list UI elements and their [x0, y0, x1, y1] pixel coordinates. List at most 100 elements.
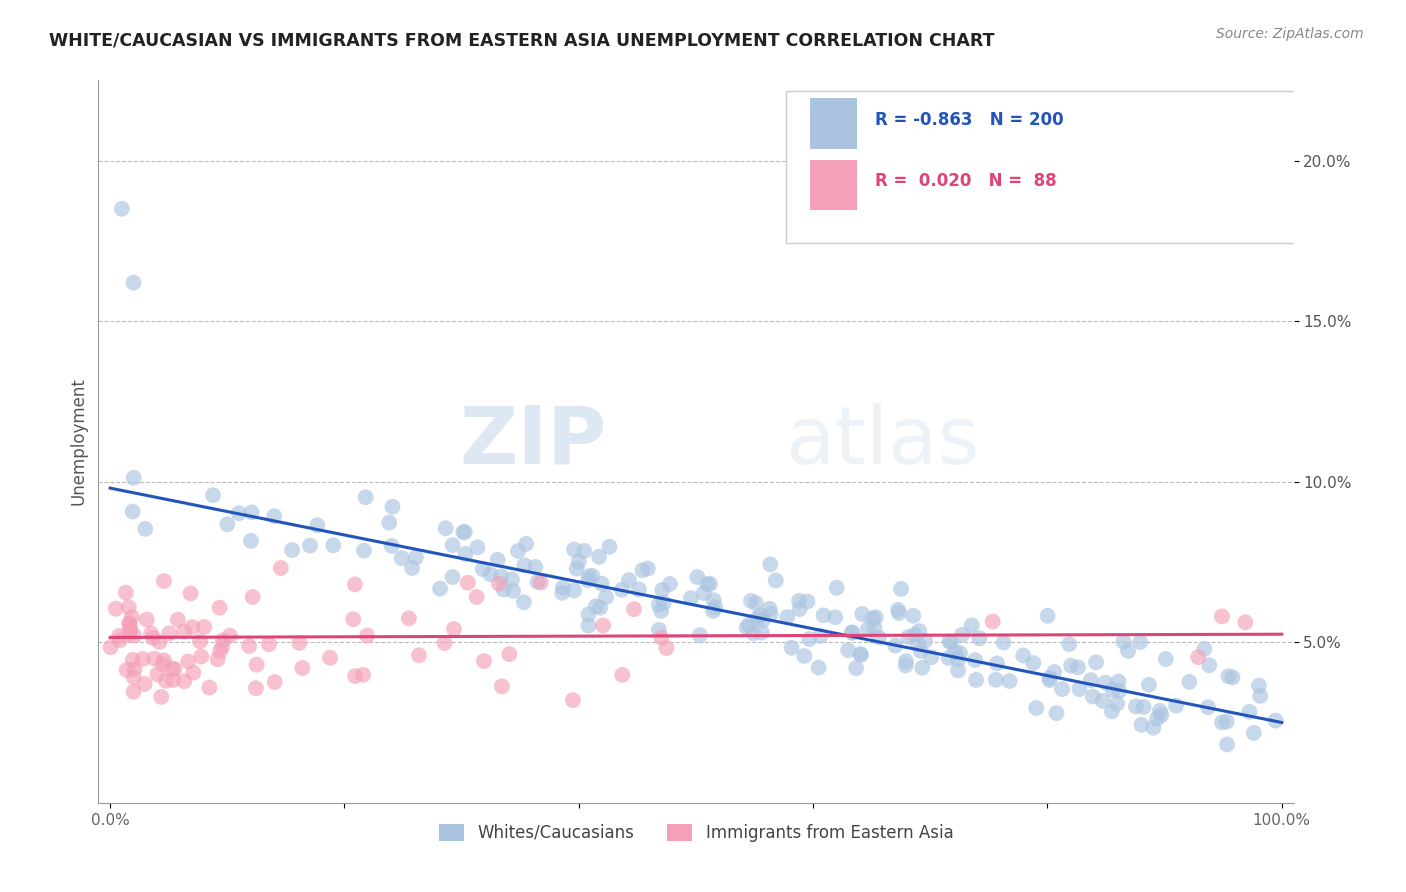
Point — [679, 591, 702, 606]
Point — [1038, 671, 1060, 685]
Point — [562, 583, 585, 598]
Point — [467, 541, 489, 555]
Point — [903, 608, 925, 623]
Point — [1080, 673, 1102, 687]
Point — [1150, 708, 1173, 723]
Point — [502, 583, 524, 598]
Point — [173, 674, 195, 689]
Point — [585, 599, 607, 614]
Point — [699, 577, 721, 591]
Point — [658, 577, 681, 591]
Point — [851, 607, 873, 621]
Point — [787, 593, 810, 607]
Point — [1057, 637, 1080, 651]
Point — [441, 570, 464, 584]
Point — [134, 522, 156, 536]
Point — [1050, 682, 1073, 697]
Point — [173, 624, 195, 639]
Text: WHITE/CAUCASIAN VS IMMIGRANTS FROM EASTERN ASIA UNEMPLOYMENT CORRELATION CHART: WHITE/CAUCASIAN VS IMMIGRANTS FROM EASTE… — [49, 31, 994, 49]
Point — [291, 661, 314, 675]
Point — [111, 202, 134, 216]
Point — [257, 637, 280, 651]
Point — [887, 603, 910, 617]
Point — [863, 621, 886, 635]
Point — [825, 581, 848, 595]
Point — [270, 561, 292, 575]
Point — [118, 600, 141, 615]
Point — [907, 637, 929, 651]
Point — [1085, 656, 1108, 670]
FancyBboxPatch shape — [810, 98, 858, 149]
Point — [391, 551, 413, 566]
Point — [121, 653, 143, 667]
Text: Source: ZipAtlas.com: Source: ZipAtlas.com — [1216, 27, 1364, 41]
Point — [589, 600, 612, 615]
Point — [208, 600, 231, 615]
Point — [735, 620, 758, 634]
Point — [471, 562, 494, 576]
Point — [1264, 714, 1286, 728]
Point — [1094, 675, 1116, 690]
Point — [651, 582, 673, 597]
Point — [162, 662, 184, 676]
Point — [949, 646, 972, 660]
Point — [1222, 670, 1244, 684]
Point — [299, 539, 322, 553]
Point — [122, 471, 145, 485]
Point — [1137, 678, 1160, 692]
Point — [946, 663, 969, 677]
Point — [1164, 698, 1187, 713]
Point — [288, 636, 311, 650]
Point — [865, 610, 887, 624]
Point — [228, 506, 250, 520]
Point — [759, 607, 782, 621]
Point — [981, 615, 1004, 629]
Point — [617, 573, 640, 587]
Point — [104, 601, 127, 615]
Point — [319, 650, 342, 665]
Point — [150, 690, 173, 704]
Point — [578, 607, 600, 622]
Point — [948, 652, 970, 666]
Point — [1142, 721, 1164, 735]
Point — [1067, 660, 1090, 674]
Point — [623, 602, 645, 616]
Point — [190, 649, 212, 664]
Y-axis label: Unemployment: Unemployment — [69, 377, 87, 506]
Point — [740, 594, 762, 608]
Point — [1149, 704, 1171, 718]
Point — [745, 611, 768, 625]
Point — [181, 665, 204, 680]
Point — [441, 538, 464, 552]
Point — [207, 652, 229, 666]
Point — [162, 673, 184, 687]
Point — [381, 539, 404, 553]
Point — [114, 585, 136, 599]
Point — [612, 668, 634, 682]
Point — [1218, 669, 1240, 683]
Point — [1187, 650, 1209, 665]
Point — [443, 622, 465, 636]
Point — [581, 569, 603, 583]
Point — [631, 563, 654, 577]
Point — [139, 626, 162, 640]
Point — [486, 553, 509, 567]
Point — [217, 517, 239, 532]
Point — [263, 675, 285, 690]
Point — [837, 643, 859, 657]
Point — [245, 657, 267, 672]
Point — [637, 561, 659, 575]
Point — [894, 658, 917, 673]
Point — [453, 525, 475, 540]
Point — [796, 594, 818, 608]
Point — [610, 582, 633, 597]
Point — [1022, 656, 1045, 670]
Point — [1101, 704, 1123, 718]
Point — [153, 574, 176, 588]
Point — [856, 622, 879, 636]
Point — [454, 524, 477, 539]
Point — [562, 542, 585, 557]
Point — [152, 657, 174, 672]
Point — [491, 679, 513, 693]
Point — [472, 654, 495, 668]
